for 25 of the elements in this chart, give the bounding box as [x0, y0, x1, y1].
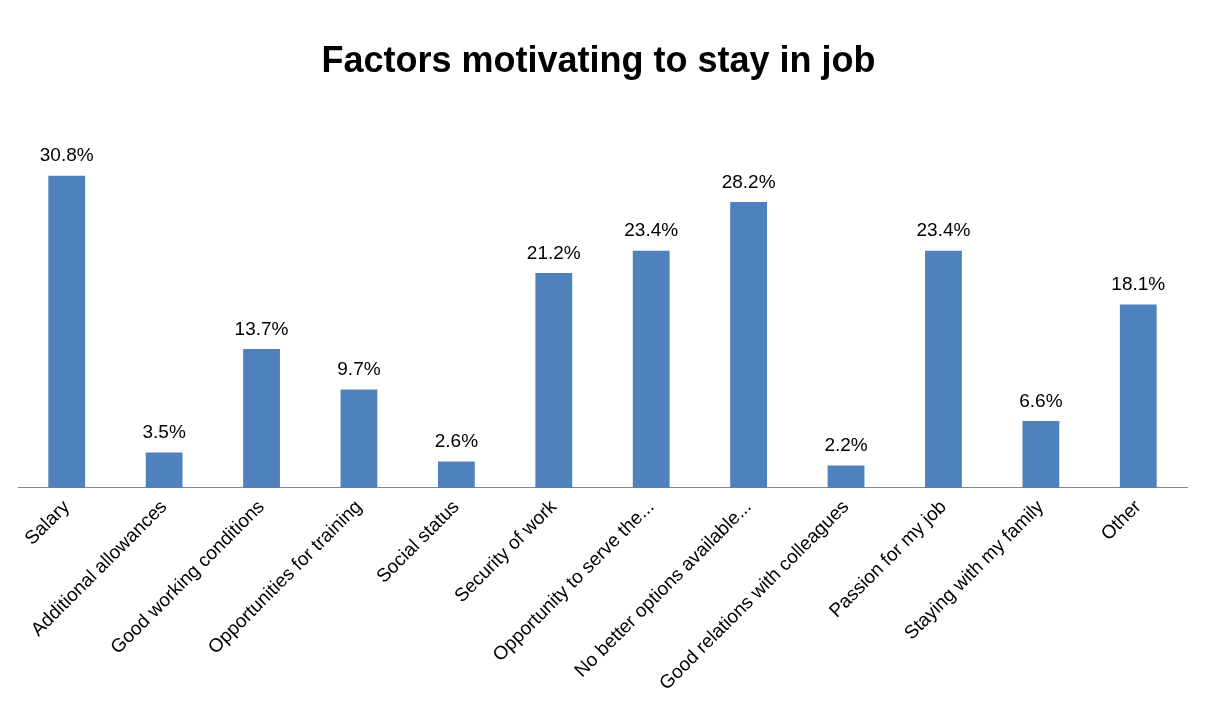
- chart-title: Factors motivating to stay in job: [321, 38, 876, 80]
- data-label: 6.6%: [1019, 389, 1063, 411]
- bar: [632, 250, 670, 488]
- data-label: 2.6%: [434, 430, 479, 452]
- bar: [1119, 304, 1157, 488]
- bar: [437, 461, 475, 488]
- bar: [827, 465, 865, 488]
- data-label: 23.4%: [624, 219, 679, 241]
- bar: [1022, 421, 1060, 488]
- bar: [340, 389, 378, 488]
- data-label: 18.1%: [1111, 273, 1166, 295]
- bar: [925, 250, 962, 488]
- data-label: 23.4%: [916, 219, 971, 241]
- data-label: 28.2%: [721, 170, 776, 192]
- bar: [48, 175, 86, 488]
- data-label: 13.7%: [234, 317, 289, 339]
- bar: [535, 273, 573, 488]
- bar: [730, 202, 768, 488]
- bar: [145, 452, 183, 488]
- data-label: 21.2%: [526, 241, 581, 263]
- data-label: 9.7%: [337, 358, 381, 380]
- data-label: 30.8%: [39, 144, 94, 166]
- bar: [243, 349, 280, 488]
- data-label: 2.2%: [824, 434, 868, 456]
- data-label: 3.5%: [142, 421, 186, 443]
